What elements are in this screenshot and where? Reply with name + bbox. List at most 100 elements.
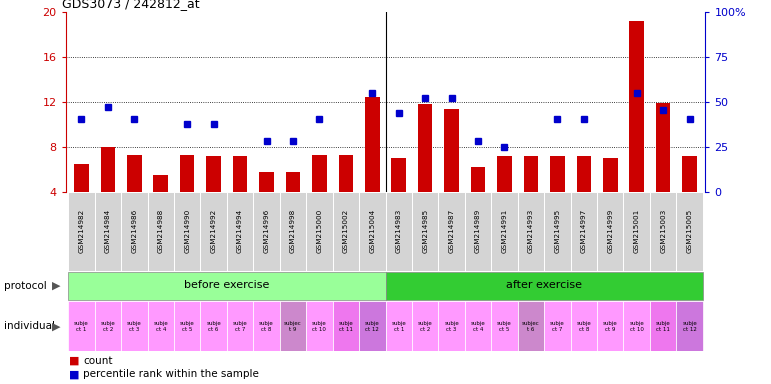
Text: subje
ct 7: subje ct 7 bbox=[233, 321, 247, 332]
Text: subje
ct 4: subje ct 4 bbox=[470, 321, 486, 332]
Bar bbox=[497, 156, 512, 192]
Bar bbox=[68, 272, 386, 300]
Text: GSM214983: GSM214983 bbox=[396, 209, 402, 253]
Bar bbox=[682, 156, 697, 192]
Text: subje
ct 3: subje ct 3 bbox=[444, 321, 459, 332]
Text: ■: ■ bbox=[69, 356, 80, 366]
Text: GSM214987: GSM214987 bbox=[449, 209, 455, 253]
Bar bbox=[629, 20, 644, 192]
Bar bbox=[200, 301, 227, 351]
Bar bbox=[227, 301, 254, 351]
Text: subjec
t 9: subjec t 9 bbox=[284, 321, 301, 332]
Bar bbox=[332, 192, 359, 271]
Bar bbox=[444, 109, 459, 192]
Bar bbox=[412, 301, 439, 351]
Text: subjec
t 6: subjec t 6 bbox=[522, 321, 540, 332]
Bar bbox=[544, 192, 571, 271]
Bar bbox=[597, 301, 624, 351]
Bar bbox=[603, 158, 618, 192]
Bar bbox=[386, 301, 412, 351]
Bar bbox=[386, 192, 412, 271]
Bar bbox=[650, 192, 676, 271]
Text: subje
ct 11: subje ct 11 bbox=[338, 321, 353, 332]
Text: subje
ct 3: subje ct 3 bbox=[127, 321, 142, 332]
Text: subje
ct 4: subje ct 4 bbox=[153, 321, 168, 332]
Bar bbox=[95, 301, 121, 351]
Text: subje
ct 12: subje ct 12 bbox=[682, 321, 697, 332]
Text: GSM214988: GSM214988 bbox=[158, 209, 163, 253]
Text: subje
ct 2: subje ct 2 bbox=[100, 321, 115, 332]
Bar bbox=[200, 192, 227, 271]
Bar bbox=[676, 192, 703, 271]
Bar bbox=[174, 192, 200, 271]
Text: subje
ct 8: subje ct 8 bbox=[259, 321, 274, 332]
Bar bbox=[359, 192, 386, 271]
Text: subje
ct 1: subje ct 1 bbox=[74, 321, 89, 332]
Text: after exercise: after exercise bbox=[506, 280, 582, 290]
Bar bbox=[68, 301, 95, 351]
Bar bbox=[491, 301, 517, 351]
Text: GSM214990: GSM214990 bbox=[184, 209, 190, 253]
Bar bbox=[392, 158, 406, 192]
Bar bbox=[306, 192, 332, 271]
Text: GSM214999: GSM214999 bbox=[608, 209, 613, 253]
Bar bbox=[100, 147, 115, 192]
Bar bbox=[465, 301, 491, 351]
Bar bbox=[597, 192, 624, 271]
Text: GSM215003: GSM215003 bbox=[660, 209, 666, 253]
Bar bbox=[465, 192, 491, 271]
Bar bbox=[280, 301, 306, 351]
Bar bbox=[254, 192, 280, 271]
Bar bbox=[676, 301, 703, 351]
Text: individual: individual bbox=[4, 321, 55, 331]
Text: subje
ct 11: subje ct 11 bbox=[656, 321, 671, 332]
Bar bbox=[332, 301, 359, 351]
Bar bbox=[365, 97, 379, 192]
Text: GSM214991: GSM214991 bbox=[501, 209, 507, 253]
Text: GSM215000: GSM215000 bbox=[316, 209, 322, 253]
Text: protocol: protocol bbox=[4, 281, 46, 291]
Text: ■: ■ bbox=[69, 369, 80, 379]
Text: GSM214993: GSM214993 bbox=[528, 209, 534, 253]
Text: subje
ct 8: subje ct 8 bbox=[577, 321, 591, 332]
Bar bbox=[233, 156, 247, 192]
Text: GDS3073 / 242812_at: GDS3073 / 242812_at bbox=[62, 0, 200, 10]
Text: GSM214992: GSM214992 bbox=[210, 209, 217, 253]
Text: GSM214989: GSM214989 bbox=[475, 209, 481, 253]
Text: GSM214995: GSM214995 bbox=[554, 209, 561, 253]
Text: GSM215005: GSM215005 bbox=[687, 209, 692, 253]
Text: GSM214997: GSM214997 bbox=[581, 209, 587, 253]
Bar bbox=[74, 164, 89, 192]
Bar bbox=[386, 272, 703, 300]
Bar bbox=[359, 301, 386, 351]
Text: ▶: ▶ bbox=[52, 321, 61, 331]
Bar bbox=[412, 192, 439, 271]
Text: GSM214986: GSM214986 bbox=[131, 209, 137, 253]
Bar bbox=[95, 192, 121, 271]
Bar bbox=[127, 155, 142, 192]
Bar bbox=[280, 192, 306, 271]
Text: subje
ct 5: subje ct 5 bbox=[180, 321, 194, 332]
Bar bbox=[227, 192, 254, 271]
Text: subje
ct 10: subje ct 10 bbox=[312, 321, 327, 332]
Bar bbox=[624, 192, 650, 271]
Bar bbox=[571, 192, 597, 271]
Bar bbox=[338, 155, 353, 192]
Text: GSM214996: GSM214996 bbox=[264, 209, 270, 253]
Text: GSM214984: GSM214984 bbox=[105, 209, 111, 253]
Text: count: count bbox=[83, 356, 113, 366]
Bar bbox=[207, 156, 221, 192]
Bar bbox=[544, 301, 571, 351]
Text: subje
ct 1: subje ct 1 bbox=[392, 321, 406, 332]
Text: GSM215001: GSM215001 bbox=[634, 209, 640, 253]
Text: before exercise: before exercise bbox=[184, 280, 270, 290]
Bar bbox=[254, 301, 280, 351]
Bar bbox=[147, 301, 174, 351]
Text: subje
ct 9: subje ct 9 bbox=[603, 321, 618, 332]
Bar bbox=[624, 301, 650, 351]
Text: GSM215002: GSM215002 bbox=[343, 209, 348, 253]
Bar bbox=[517, 301, 544, 351]
Bar bbox=[650, 301, 676, 351]
Bar bbox=[68, 192, 95, 271]
Bar bbox=[286, 172, 300, 192]
